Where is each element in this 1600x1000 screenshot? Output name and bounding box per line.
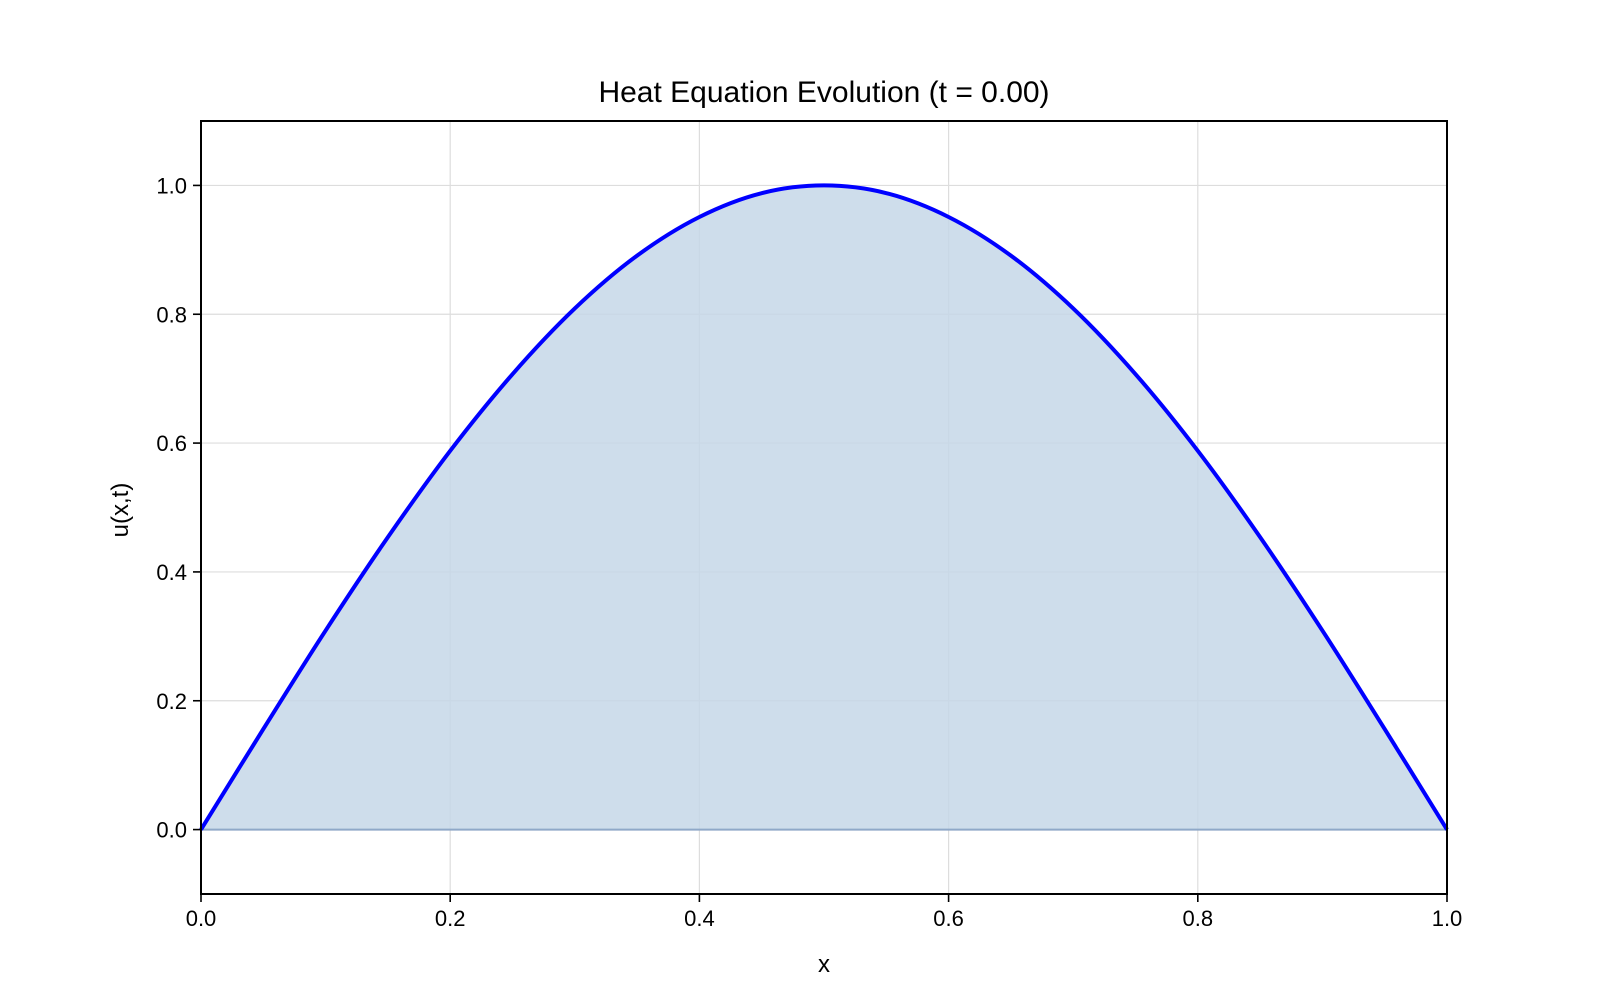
area-fill xyxy=(201,185,1447,830)
x-tick-label: 0.0 xyxy=(186,906,217,931)
x-tick-label: 0.2 xyxy=(435,906,466,931)
x-tick-label: 1.0 xyxy=(1432,906,1463,931)
series-line xyxy=(199,183,1449,831)
y-tick-label: 0.6 xyxy=(156,431,187,456)
y-tick-label: 0.0 xyxy=(156,818,187,843)
y-axis-label: u(x,t) xyxy=(107,483,134,538)
y-tick-label: 0.4 xyxy=(156,560,187,585)
y-tick-label: 0.2 xyxy=(156,689,187,714)
y-tick-label: 0.8 xyxy=(156,302,187,327)
x-tick-label: 0.8 xyxy=(1183,906,1214,931)
y-tick-label: 1.0 xyxy=(156,173,187,198)
plot-frame xyxy=(200,120,1448,895)
x-axis-label: x xyxy=(818,951,830,978)
x-tick-label: 0.4 xyxy=(684,906,715,931)
x-axis-ticks: 0.0 0.2 0.4 0.6 0.8 1.0 xyxy=(186,894,1463,931)
y-axis-ticks: 0.0 0.2 0.4 0.6 0.8 1.0 xyxy=(156,173,201,843)
chart-title: Heat Equation Evolution (t = 0.00) xyxy=(598,76,1049,109)
x-tick-label: 0.6 xyxy=(933,906,964,931)
